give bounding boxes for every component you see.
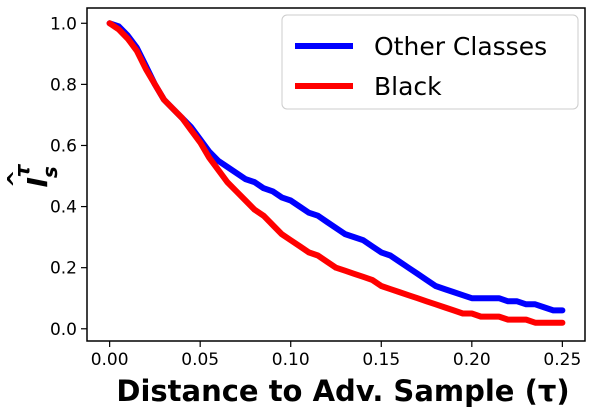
x-tick-label: 0.10	[272, 350, 310, 370]
y-axis-label-sup: τ	[10, 163, 34, 177]
y-tick-label: 1.0	[50, 14, 77, 34]
x-tick-label: 0.00	[91, 350, 129, 370]
legend: Other Classes Black	[281, 14, 579, 110]
y-tick-label: 0.8	[50, 75, 77, 95]
y-axis-label: Isτ ^	[4, 163, 62, 188]
series-layer	[106, 20, 566, 326]
x-axis-ticks: 0.00 0.05 0.10 0.15 0.20 0.25	[91, 341, 581, 370]
x-tick-label: 0.05	[181, 350, 219, 370]
svg-text:Isτ: Isτ	[10, 163, 62, 187]
y-tick-label: 0.6	[50, 136, 77, 156]
series-line-black	[106, 20, 566, 326]
legend-label-other-classes: Other Classes	[374, 32, 547, 61]
x-tick-label: 0.25	[543, 350, 581, 370]
legend-label-black: Black	[374, 72, 442, 101]
legend-box	[281, 14, 579, 110]
y-axis-ticks: 0.0 0.2 0.4 0.6 0.8 1.0	[50, 14, 87, 340]
y-axis-label-main: I	[21, 177, 54, 187]
y-tick-label: 0.0	[50, 320, 77, 340]
y-tick-label: 0.2	[50, 259, 77, 279]
x-tick-label: 0.20	[453, 350, 491, 370]
x-tick-label: 0.15	[362, 350, 400, 370]
plot-frame	[86, 7, 586, 342]
x-axis-label: Distance to Adv. Sample (τ)	[116, 374, 569, 408]
y-axis-label-hat: ^	[4, 170, 29, 188]
y-tick-label: 0.4	[50, 198, 77, 218]
y-axis-label-sub: s	[38, 166, 62, 178]
